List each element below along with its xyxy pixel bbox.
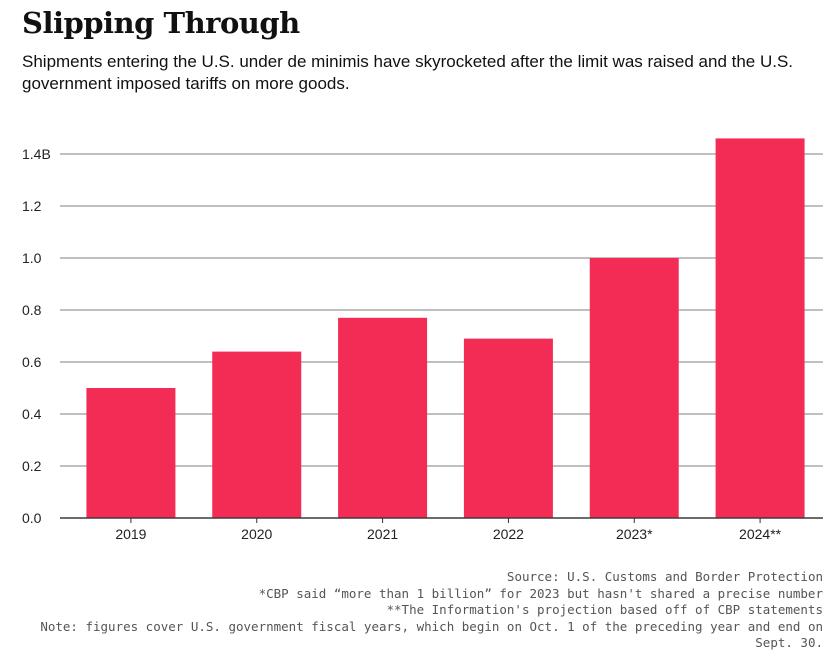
y-tick-label: 0.4 [22, 406, 42, 422]
bar-chart: 0.0 0.2 0.4 0.6 0.8 1.0 1.2 1.4B 2019 2020 2021 202… [22, 138, 823, 542]
y-tick-label: 0.8 [22, 302, 42, 318]
bar [212, 351, 302, 518]
bar [338, 317, 428, 518]
chart-notes: Source: U.S. Customs and Border Protecti… [8, 569, 823, 652]
chart-title: Slipping Through [22, 6, 300, 40]
y-tick-label: 0.0 [22, 510, 42, 526]
footnote-2024: **The Information's projection based off… [386, 602, 824, 617]
y-tick-label: 0.6 [22, 354, 42, 370]
bar [463, 338, 553, 518]
fiscal-year-note: Note: figures cover U.S. government fisc… [40, 618, 823, 651]
bar [715, 138, 805, 518]
bar [86, 388, 176, 518]
x-tick-label: 2023* [616, 526, 653, 542]
footnote-2023: *CBP said “more than 1 billion” for 2023… [258, 585, 823, 601]
x-tick-label: 2024** [739, 526, 782, 542]
x-tick-label: 2021 [367, 526, 398, 542]
y-tick-label: 0.2 [22, 458, 42, 474]
x-tick-label: 2022 [493, 526, 524, 542]
source-note: Source: U.S. Customs and Border Protecti… [506, 569, 823, 584]
y-tick-label: 1.2 [22, 198, 42, 214]
x-tick-label: 2019 [115, 526, 146, 542]
y-tick-label: 1.0 [22, 250, 42, 266]
chart-subtitle: Shipments entering the U.S. under de min… [22, 52, 794, 93]
x-tick-label: 2020 [241, 526, 272, 542]
y-tick-label: 1.4B [22, 146, 51, 162]
bar [589, 258, 679, 518]
